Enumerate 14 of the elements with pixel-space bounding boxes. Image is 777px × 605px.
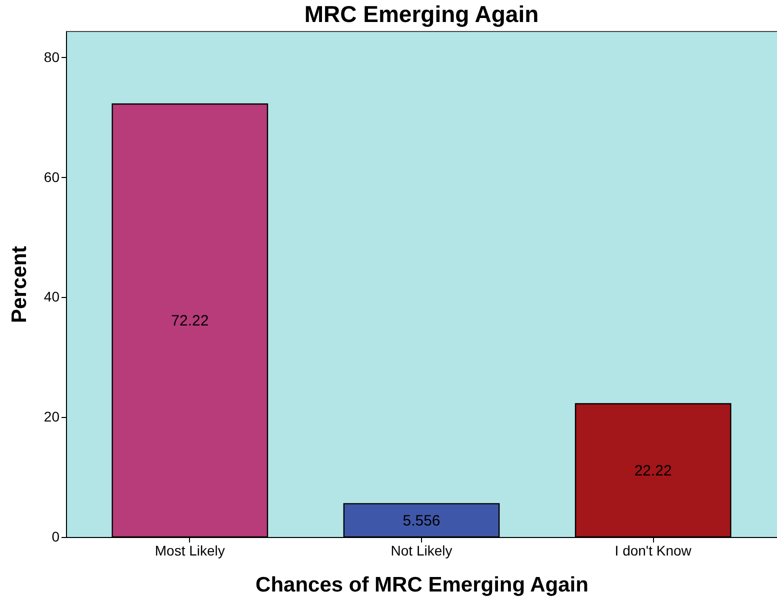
data-label: 72.22: [171, 312, 209, 330]
x-tick-label: Most Likely: [154, 542, 225, 558]
y-tick-label: 60: [44, 168, 60, 185]
data-label: 22.22: [634, 462, 672, 480]
y-tick-label: 80: [44, 48, 60, 65]
data-label: 5.556: [402, 512, 440, 530]
chart-title: MRC Emerging Again: [304, 1, 539, 27]
x-axis-title: Chances of MRC Emerging Again: [256, 574, 588, 596]
y-tick-label: 40: [44, 288, 60, 305]
y-tick-label: 0: [52, 528, 60, 544]
y-axis-title: Percent: [8, 246, 31, 324]
y-tick-label: 20: [44, 408, 60, 425]
x-tick-label: Not Likely: [390, 542, 452, 558]
x-tick-label: I don't Know: [614, 542, 692, 558]
